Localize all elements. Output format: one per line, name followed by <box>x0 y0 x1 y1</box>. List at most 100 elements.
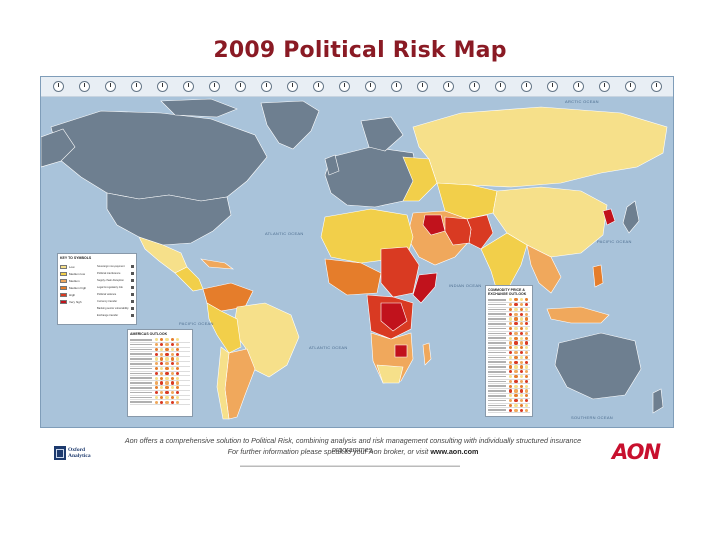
risk-dot-icon <box>160 376 164 380</box>
footer-url-link[interactable]: www.aon.com <box>430 447 479 456</box>
risk-dot-icon <box>165 386 169 390</box>
ocean-label-pacific-east: Pacific Ocean <box>597 239 632 244</box>
table-row <box>130 400 190 406</box>
small-print-lines <box>240 465 460 467</box>
legend-level-label: Medium high <box>69 285 87 290</box>
table-row <box>130 347 190 353</box>
risk-dot-icon <box>509 365 513 369</box>
risk-dot-icon <box>509 375 513 379</box>
clock-icon <box>365 81 376 92</box>
table-row-name-bar <box>488 332 507 335</box>
risk-dot-icon <box>514 403 518 408</box>
clock-icon <box>157 81 168 92</box>
table-row-name-bar <box>488 323 507 325</box>
legend-level-label: Low <box>69 264 75 269</box>
table-row-name-bar <box>488 347 507 349</box>
table-row <box>488 327 530 332</box>
clock-icon <box>651 81 662 92</box>
legend-symbol-label: Sovereign non-payment <box>97 265 125 268</box>
table-row-name-bar <box>488 399 507 402</box>
table-row-name-bar <box>488 385 507 388</box>
legend-symbol-label: Banking sector vulnerability <box>97 307 129 310</box>
risk-dot-icon <box>509 336 513 340</box>
risk-dot-icon <box>175 391 179 395</box>
risk-dot-icon <box>514 389 518 393</box>
risk-dot-icon <box>519 379 523 384</box>
table-row-name-bar <box>488 371 507 373</box>
region-sudan <box>380 246 420 298</box>
legend-level-row: Low <box>60 264 95 269</box>
table-row <box>488 298 530 303</box>
legend-level-row: Medium <box>60 278 95 283</box>
table-row <box>488 331 530 337</box>
risk-dot-icon <box>519 394 523 398</box>
risk-dot-icon <box>155 362 159 366</box>
region-zimbabwe <box>394 344 408 358</box>
table-row <box>488 346 530 351</box>
risk-dot-icon <box>524 312 528 316</box>
risk-dot-icon <box>524 408 528 412</box>
risk-dot-icon <box>155 343 159 347</box>
legend-symbol-row: Sovereign non-payment <box>97 264 134 269</box>
risk-dot-icon <box>509 341 513 345</box>
risk-symbol-icon <box>131 279 134 282</box>
risk-symbol-icon <box>131 265 134 268</box>
risk-dot-icon <box>175 367 179 371</box>
risk-dot-icon <box>524 317 528 321</box>
table-row-name-bar <box>130 353 152 356</box>
risk-dot-icon <box>509 370 513 374</box>
americas-panel-title: Americas outlook <box>130 332 168 336</box>
region-argentina <box>224 348 256 420</box>
table-row-name-bar <box>130 377 152 380</box>
table-row-name-bar <box>488 356 507 359</box>
risk-dot-icon <box>524 375 528 379</box>
table-row-name-bar <box>488 318 507 320</box>
risk-dot-icon <box>155 395 159 400</box>
region-japan <box>622 200 640 234</box>
clock-icon <box>625 81 636 92</box>
risk-dot-icon <box>519 355 523 360</box>
clock-icon <box>495 81 506 92</box>
risk-dot-icon <box>170 352 174 356</box>
table-row <box>130 362 190 367</box>
risk-dot-icon <box>155 357 159 361</box>
legend-level-label: High <box>69 292 76 297</box>
risk-dot-icon <box>509 360 513 364</box>
legend-symbol-row: Banking sector vulnerability <box>97 306 134 311</box>
table-row <box>130 391 190 396</box>
table-row-name-bar <box>130 391 152 394</box>
risk-dot-icon <box>160 395 164 400</box>
risk-dot-icon <box>175 400 179 404</box>
risk-dot-icon <box>519 331 523 336</box>
table-row <box>488 303 530 308</box>
table-row <box>130 338 190 343</box>
risk-dot-icon <box>519 336 523 340</box>
risk-dot-icon <box>175 376 179 380</box>
risk-dot-icon <box>514 365 518 369</box>
risk-dot-icon <box>165 352 169 356</box>
region-canada-islands <box>160 98 238 118</box>
legend-level-label: Medium <box>69 278 80 283</box>
risk-symbol-icon <box>131 300 134 303</box>
risk-dot-icon <box>155 367 159 371</box>
clock-icon <box>261 81 272 92</box>
clock-icon <box>235 81 246 92</box>
risk-dot-icon <box>160 357 164 361</box>
table-row <box>488 389 530 394</box>
risk-dot-icon <box>160 371 164 376</box>
oxford-logo-line1: Oxford <box>68 447 86 453</box>
risk-dot-icon <box>519 384 523 388</box>
risk-dot-icon <box>175 347 179 352</box>
risk-dot-icon <box>160 381 164 385</box>
risk-dot-icon <box>155 381 159 385</box>
table-row-name-bar <box>130 348 152 351</box>
risk-symbol-icon <box>131 307 134 310</box>
region-russia <box>412 106 668 188</box>
risk-dot-icon <box>509 403 513 408</box>
clock-icon <box>131 81 142 92</box>
americas-rows <box>130 338 190 406</box>
risk-dot-icon <box>514 312 518 316</box>
risk-dot-icon <box>519 389 523 393</box>
legend-level-label: Medium low <box>69 271 86 276</box>
legend-symbol-label: Political violence <box>97 293 117 296</box>
